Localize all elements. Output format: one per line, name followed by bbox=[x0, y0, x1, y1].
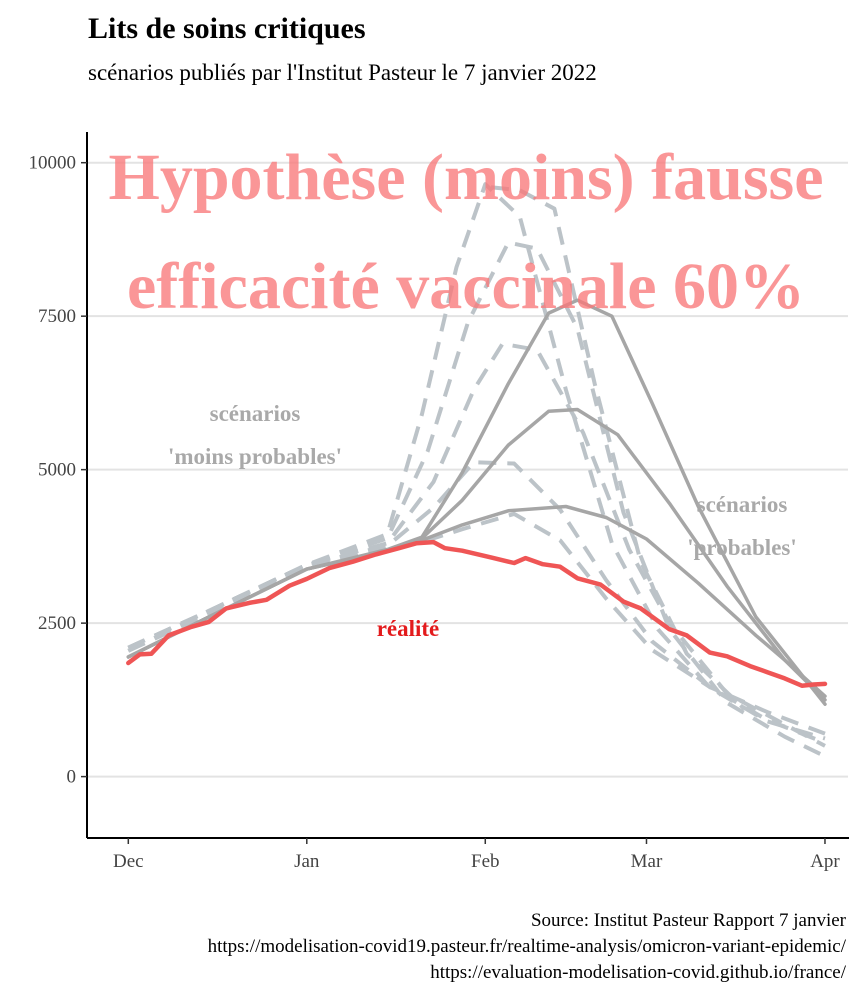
y-tick-label: 10000 bbox=[29, 153, 77, 174]
probable-series-line bbox=[126, 298, 827, 706]
y-tick-label: 2500 bbox=[38, 613, 76, 634]
caption-source: Source: Institut Pasteur Rapport 7 janvi… bbox=[531, 910, 847, 931]
x-axis-ticks: Dec Jan Feb Mar Apr bbox=[113, 838, 840, 872]
y-tick-label: 0 bbox=[67, 767, 77, 788]
probable-scenarios bbox=[126, 298, 827, 706]
caption-url-evaluation: https://evaluation-modelisation-covid.gi… bbox=[430, 962, 847, 983]
less-probable-scenarios bbox=[127, 182, 826, 759]
x-tick-label: Apr bbox=[810, 851, 840, 872]
less-probable-series-line bbox=[490, 185, 746, 711]
x-tick-label: Jan bbox=[294, 851, 320, 872]
reality-series bbox=[126, 539, 828, 688]
chart-title: Lits de soins critiques bbox=[88, 12, 366, 45]
x-tick-label: Feb bbox=[471, 851, 500, 872]
chart-subtitle: scénarios publiés par l'Institut Pasteur… bbox=[88, 60, 597, 85]
annotation-less-probable: scénarios 'moins probables' bbox=[168, 401, 342, 469]
less-probable-series-line bbox=[127, 460, 826, 745]
annotation-probable-line-2: 'probables' bbox=[687, 535, 797, 560]
caption-url-pasteur: https://modelisation-covid19.pasteur.fr/… bbox=[208, 936, 847, 957]
reality-series-line bbox=[126, 539, 828, 688]
annotation-less-probable-line-2: 'moins probables' bbox=[168, 444, 342, 469]
annotation-probable-line-1: scénarios bbox=[697, 492, 788, 517]
annotation-probable: scénarios 'probables' bbox=[687, 492, 797, 560]
y-axis-ticks: 0 2500 5000 7500 10000 bbox=[29, 153, 87, 788]
less-probable-series-line bbox=[127, 182, 826, 741]
x-tick-label: Mar bbox=[631, 851, 663, 872]
overlay-line-2: efficacité vaccinale 60% bbox=[127, 250, 805, 323]
y-tick-label: 5000 bbox=[38, 460, 76, 481]
caption: Source: Institut Pasteur Rapport 7 janvi… bbox=[208, 910, 847, 983]
y-tick-label: 7500 bbox=[38, 306, 76, 327]
overlay-headline: Hypothèse (moins) fausse efficacité vacc… bbox=[108, 141, 823, 323]
x-tick-label: Dec bbox=[113, 851, 144, 872]
annotation-reality: réalité bbox=[377, 616, 440, 641]
overlay-line-1: Hypothèse (moins) fausse bbox=[108, 141, 823, 214]
annotation-less-probable-line-1: scénarios bbox=[210, 401, 301, 426]
